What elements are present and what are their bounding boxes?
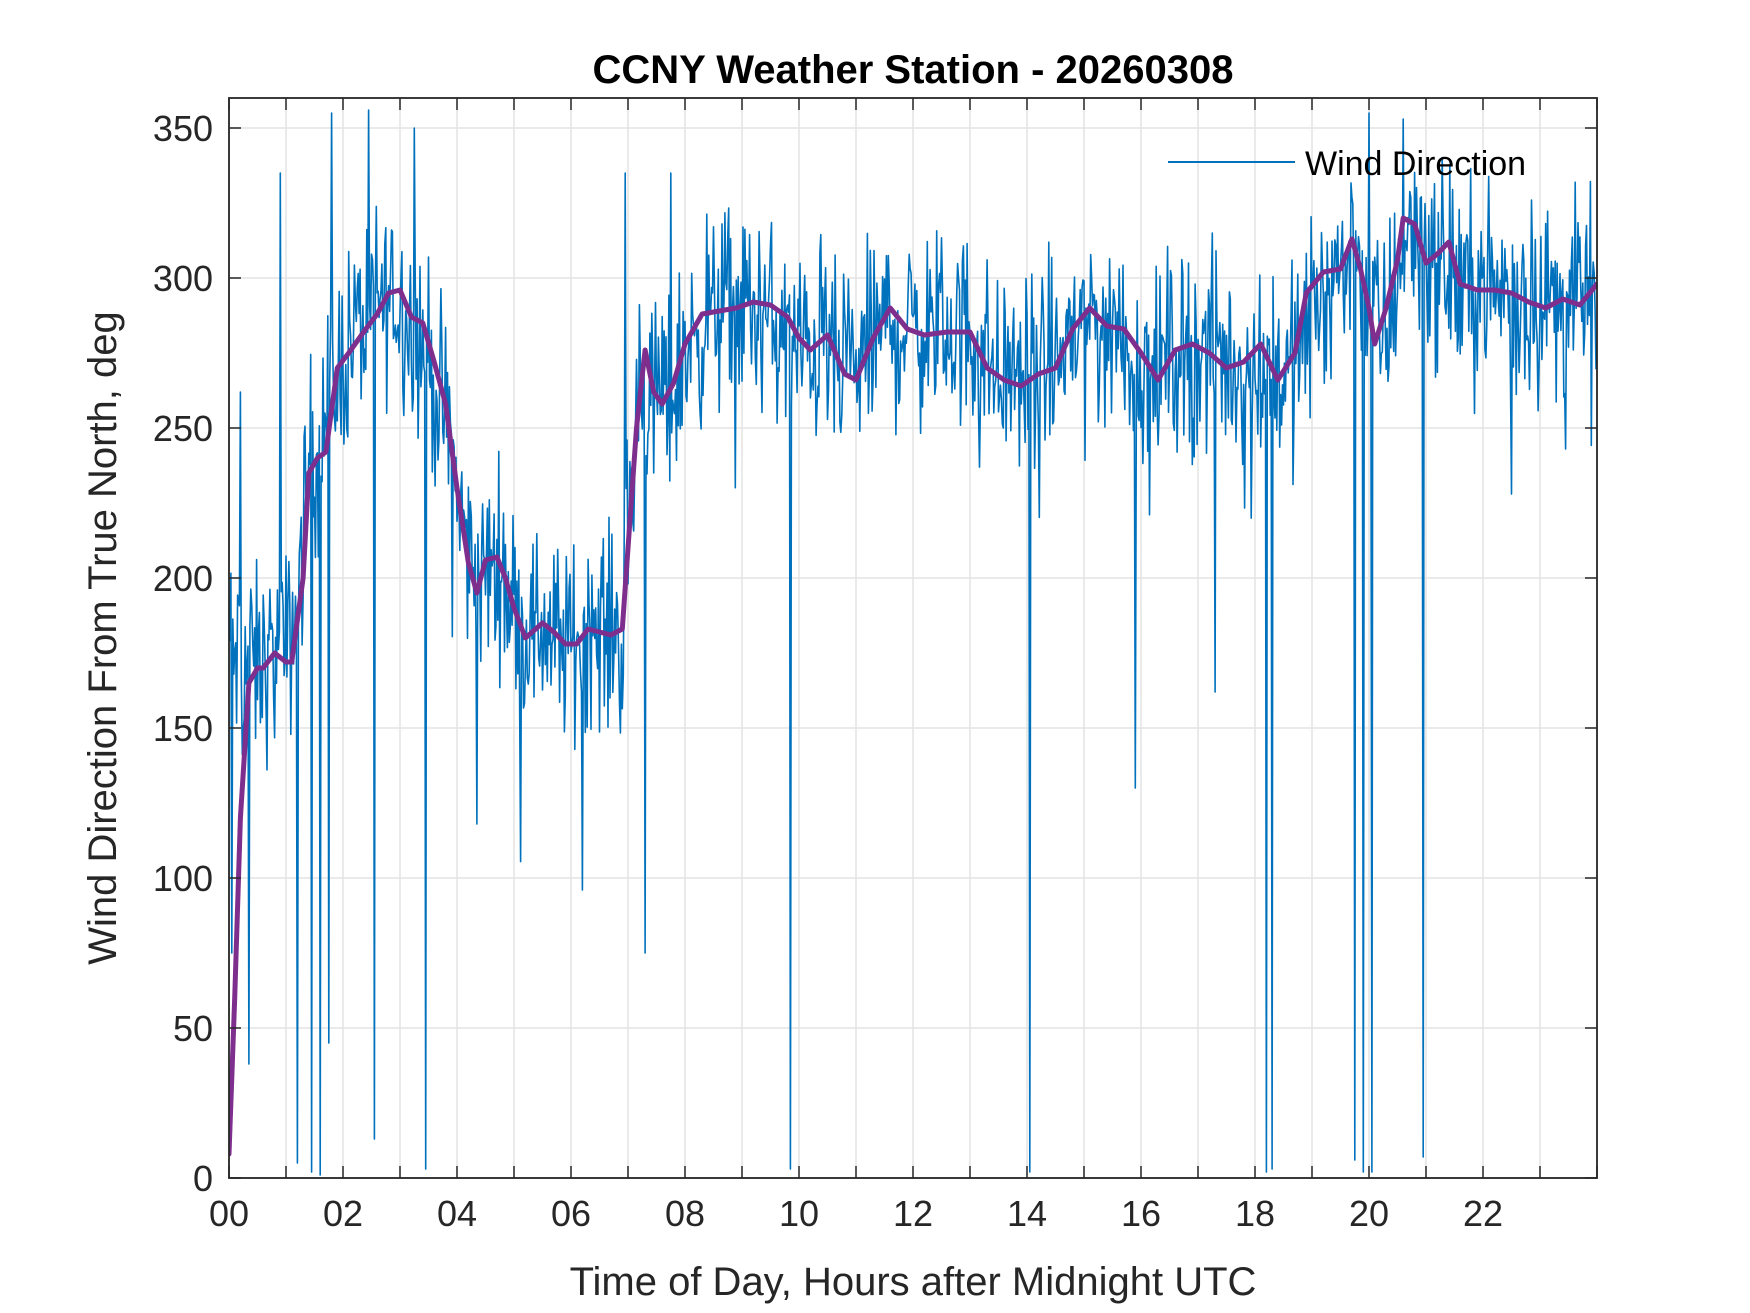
x-axis-label: Time of Day, Hours after Midnight UTC: [570, 1260, 1257, 1304]
x-tick-label: 02: [323, 1193, 363, 1234]
y-tick-label: 250: [153, 408, 213, 449]
x-tick-label: 08: [665, 1193, 705, 1234]
y-tick-label: 350: [153, 108, 213, 149]
y-tick-label: 100: [153, 858, 213, 899]
axes: [228, 97, 1598, 1179]
x-tick-label: 10: [779, 1193, 819, 1234]
x-tick-label: 18: [1235, 1193, 1275, 1234]
y-tick-label: 0: [193, 1158, 213, 1199]
series-smoothed-line: [229, 215, 1597, 1157]
y-tick-label: 50: [173, 1008, 213, 1049]
x-tick-label: 04: [437, 1193, 477, 1234]
x-tick-label: 16: [1121, 1193, 1161, 1234]
plot-area: [229, 109, 1597, 1176]
x-tick-label: 14: [1007, 1193, 1047, 1234]
x-tick-label: 06: [551, 1193, 591, 1234]
y-tick-label: 300: [153, 258, 213, 299]
x-tick-label: 22: [1463, 1193, 1503, 1234]
x-tick-label: 20: [1349, 1193, 1389, 1234]
y-axis-label: Wind Direction From True North, deg: [81, 311, 125, 965]
chart-title: CCNY Weather Station - 20260308: [593, 48, 1234, 92]
series-layer: [229, 109, 1597, 1176]
x-tick-label: 00: [209, 1193, 249, 1234]
y-tick-label: 150: [153, 708, 213, 749]
legend-label-wind-direction: Wind Direction: [1305, 145, 1526, 183]
series-wind-direction-line: [229, 109, 1597, 1176]
x-tick-label: 12: [893, 1193, 933, 1234]
legend: Wind Direction: [1168, 145, 1526, 183]
tick-labels: 00 02 04 06 08 10 12 14 16 18 20 22 0 50 100 150 200 250 3…: [153, 108, 1503, 1234]
y-tick-label: 200: [153, 558, 213, 599]
